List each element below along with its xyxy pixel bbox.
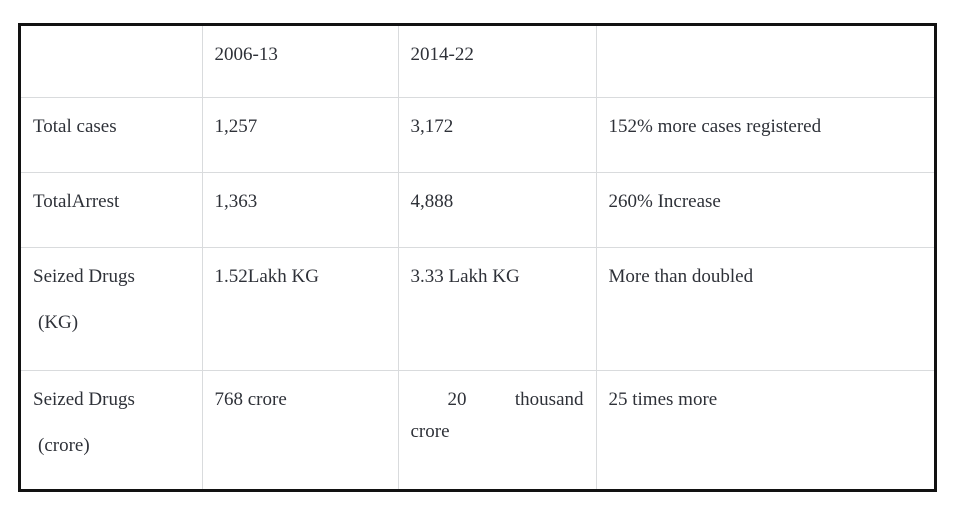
- header-cell-2014-22: 2014-22: [397, 26, 597, 98]
- cell-value: 1,257: [214, 115, 258, 137]
- row-label: TotalArrest: [33, 190, 120, 212]
- cell-value: 1.52Lakh KG: [214, 265, 319, 287]
- note-text: More than doubled: [608, 265, 754, 287]
- note-cell: More than doubled: [595, 246, 934, 371]
- row-label-cell: Total cases: [21, 96, 203, 173]
- table-row-seized-drugs-crore: Seized Drugs (crore) 768 crore 20 thousa…: [21, 369, 934, 489]
- cell-value-line2: crore: [410, 420, 450, 442]
- drug-statistics-table: 2006-13 2014-22 Total cases 1,257 3,172: [21, 26, 934, 489]
- cell-value: 1,363: [214, 190, 258, 212]
- row-label-unit: (KG): [38, 311, 79, 333]
- note-text: 152% more cases registered: [608, 115, 822, 137]
- row-label-cell: TotalArrest: [21, 171, 203, 248]
- header-cell-2006-13: 2006-13: [201, 26, 399, 98]
- column-header-label: 2006-13: [214, 44, 278, 65]
- row-label-cell: Seized Drugs (KG): [21, 246, 203, 371]
- row-label: Seized Drugs: [33, 265, 135, 287]
- value-2006-cell: 1.52Lakh KG: [201, 246, 399, 371]
- table-row-total-cases: Total cases 1,257 3,172 152% more cases …: [21, 96, 934, 173]
- table-row-total-arrest: TotalArrest 1,363 4,888 260% Increase: [21, 171, 934, 248]
- cell-value: 3.33 Lakh KG: [410, 265, 520, 287]
- note-cell: 260% Increase: [595, 171, 934, 248]
- note-cell: 25 times more: [595, 369, 934, 489]
- header-row: 2006-13 2014-22: [21, 26, 934, 98]
- table-row-seized-drugs-kg: Seized Drugs (KG) 1.52Lakh KG 3.33 Lakh …: [21, 246, 934, 371]
- row-label-unit: (crore): [38, 434, 90, 456]
- value-2014-cell: 20 thousand crore: [397, 369, 597, 489]
- row-label: Seized Drugs: [33, 388, 135, 410]
- value-2006-cell: 1,257: [201, 96, 399, 173]
- cell-value-line1: 20 thousand: [411, 384, 584, 416]
- cell-value: 3,172: [410, 115, 454, 137]
- statistics-table-frame: 2006-13 2014-22 Total cases 1,257 3,172: [18, 23, 937, 492]
- value-2014-cell: 3,172: [397, 96, 597, 173]
- row-label: Total cases: [33, 115, 117, 137]
- note-text: 25 times more: [608, 388, 718, 410]
- note-text: 260% Increase: [608, 190, 721, 212]
- header-cell-empty: [595, 26, 934, 98]
- column-header-label: 2014-22: [410, 44, 474, 65]
- note-cell: 152% more cases registered: [595, 96, 934, 173]
- cell-value: 4,888: [410, 190, 454, 212]
- cell-value-word: 20: [447, 388, 467, 410]
- row-label-cell: Seized Drugs (crore): [21, 369, 203, 489]
- cell-value: 768 crore: [214, 388, 287, 410]
- value-2014-cell: 4,888: [397, 171, 597, 248]
- value-2006-cell: 768 crore: [201, 369, 399, 489]
- header-cell-empty: [21, 26, 203, 98]
- value-2006-cell: 1,363: [201, 171, 399, 248]
- cell-value-word: thousand: [514, 388, 584, 410]
- value-2014-cell: 3.33 Lakh KG: [397, 246, 597, 371]
